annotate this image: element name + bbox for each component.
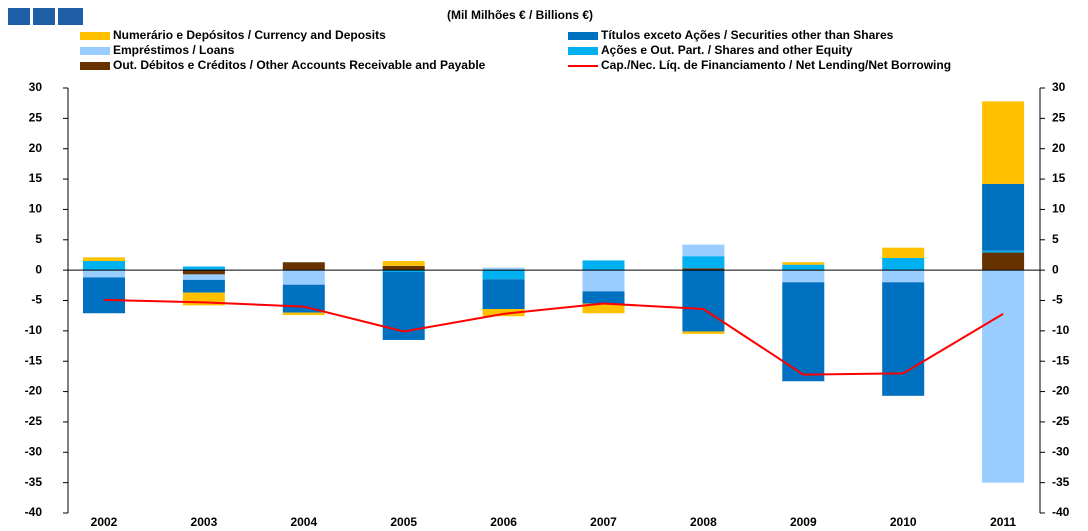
bar-segment	[282, 312, 325, 316]
y-tick-label: 0	[35, 262, 42, 276]
bar-segment	[83, 277, 125, 314]
bar-segment	[382, 270, 425, 272]
bar-segment	[882, 258, 925, 271]
x-tick-label: 2011	[990, 515, 1016, 529]
bar-segment	[882, 282, 925, 396]
y-tick-label: 20	[29, 141, 43, 155]
chart-title: (Mil Milhões € / Billions €)	[447, 8, 593, 22]
y-tick-label: 10	[29, 202, 43, 216]
x-tick-label: 2010	[890, 515, 917, 529]
bar-segment	[482, 270, 525, 280]
legend-label: Out. Débitos e Créditos / Other Accounts…	[113, 58, 486, 72]
legend-swatch	[568, 32, 598, 40]
y-tick-label: 25	[29, 111, 43, 125]
bar-segment	[782, 282, 825, 382]
bar-segment	[282, 262, 325, 271]
x-tick-label: 2009	[790, 515, 817, 529]
logo-square	[58, 8, 83, 25]
x-tick-label: 2003	[191, 515, 218, 529]
bar-segment	[982, 250, 1025, 253]
bar-segment	[782, 270, 825, 283]
y2-tick-label: -20	[1052, 384, 1070, 398]
logo-square	[33, 8, 55, 25]
bar-segment	[182, 279, 225, 293]
y-tick-label: -30	[25, 444, 43, 458]
y-tick-label: -35	[25, 475, 43, 489]
legend-label: Numerário e Depósitos / Currency and Dep…	[113, 28, 386, 42]
legend-swatch	[80, 32, 110, 40]
bar-segment	[382, 265, 425, 271]
line-series	[103, 298, 1004, 376]
bar-segment	[682, 256, 725, 269]
y-tick-label: -25	[25, 414, 43, 428]
y2-tick-label: 15	[1052, 171, 1066, 185]
bar-segment	[282, 284, 325, 313]
y2-tick-label: 25	[1052, 111, 1066, 125]
bar-segment	[482, 309, 525, 317]
y2-tick-label: 20	[1052, 141, 1066, 155]
y2-tick-label: -15	[1052, 353, 1070, 367]
bar-segment	[83, 257, 125, 262]
y2-tick-label: -25	[1052, 414, 1070, 428]
x-tick-label: 2008	[690, 515, 717, 529]
x-tick-label: 2006	[490, 515, 517, 529]
y2-tick-label: 10	[1052, 202, 1066, 216]
y-tick-label: 5	[35, 232, 42, 246]
bar-segment	[482, 267, 525, 271]
y-tick-label: -15	[25, 353, 43, 367]
bar-segment	[83, 270, 125, 278]
bar-segment	[782, 264, 825, 271]
y-tick-label: -5	[31, 293, 42, 307]
legend-label: Empréstimos / Loans	[113, 43, 235, 57]
x-tick-label: 2007	[590, 515, 617, 529]
bar-segment	[682, 331, 725, 334]
y-tick-label: -20	[25, 384, 43, 398]
y2-tick-label: -5	[1052, 293, 1063, 307]
legend-swatch	[80, 62, 110, 70]
y-tick-label: -10	[25, 323, 43, 337]
bar-segment	[982, 252, 1025, 271]
legend-swatch	[80, 47, 110, 55]
bar-segment	[582, 303, 625, 314]
bar-segment	[682, 270, 725, 332]
legend-label: Cap./Nec. Líq. de Financiamento / Net Le…	[601, 58, 951, 72]
bar-segment	[382, 261, 425, 266]
y2-tick-label: -30	[1052, 444, 1070, 458]
bar-segment	[682, 268, 725, 271]
x-tick-label: 2004	[290, 515, 317, 529]
y2-tick-label: -40	[1052, 505, 1070, 519]
legend-label: Ações e Out. Part. / Shares and other Eq…	[601, 43, 853, 57]
logo-square	[8, 8, 30, 25]
bar-segment	[682, 244, 725, 257]
y-tick-label: 30	[29, 80, 43, 94]
legend-label: Títulos exceto Ações / Securities other …	[601, 28, 894, 42]
x-tick-label: 2002	[91, 515, 118, 529]
bar-segment	[582, 270, 625, 292]
bar-segment	[182, 270, 225, 275]
x-tick-label: 2005	[390, 515, 417, 529]
bar-segment	[482, 279, 525, 309]
y2-tick-label: -10	[1052, 323, 1070, 337]
y2-tick-label: -35	[1052, 475, 1070, 489]
y-tick-label: -40	[25, 505, 43, 519]
bar-segment	[982, 101, 1025, 184]
y2-tick-label: 0	[1052, 262, 1059, 276]
bar-segment	[83, 261, 125, 271]
legend-swatch	[568, 47, 598, 55]
y2-tick-label: 5	[1052, 232, 1059, 246]
bar-segment	[982, 270, 1025, 483]
bar-segment	[782, 262, 825, 265]
bar-segment	[182, 274, 225, 280]
bar-segment	[882, 270, 925, 283]
y-tick-label: 15	[29, 171, 43, 185]
bar-segment	[582, 291, 625, 304]
y2-tick-label: 30	[1052, 80, 1066, 94]
bar-segment	[882, 247, 925, 258]
bar-segment	[582, 260, 625, 271]
bar-segment	[982, 183, 1025, 251]
bar-segment	[182, 266, 225, 271]
bar-segment	[282, 270, 325, 285]
